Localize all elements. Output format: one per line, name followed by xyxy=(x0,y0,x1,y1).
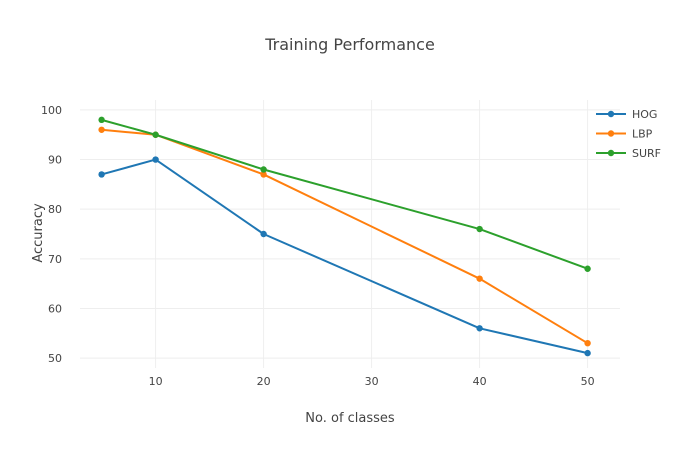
legend-label: HOG xyxy=(632,108,657,121)
data-point-hog[interactable] xyxy=(98,171,105,178)
legend-item-surf[interactable]: SURF xyxy=(596,147,661,160)
series-line-lbp xyxy=(101,128,589,345)
data-point-lbp[interactable] xyxy=(584,339,591,347)
data-point-surf[interactable] xyxy=(584,265,591,272)
data-point-hog[interactable] xyxy=(584,349,591,357)
series-surf xyxy=(98,116,591,272)
data-point-surf[interactable] xyxy=(98,116,105,124)
y-tick-label: 80 xyxy=(48,203,62,216)
data-point-hog[interactable] xyxy=(152,156,159,163)
series-layer xyxy=(98,116,591,357)
data-point-surf[interactable] xyxy=(260,166,267,173)
y-axis-title: Accuracy xyxy=(31,203,46,263)
x-tick-label: 30 xyxy=(365,375,379,388)
chart-title: Training Performance xyxy=(264,35,435,54)
legend-label: LBP xyxy=(632,128,653,141)
y-tick-label: 50 xyxy=(48,352,62,365)
y-tick-label: 100 xyxy=(41,104,62,117)
data-point-hog[interactable] xyxy=(260,230,267,238)
x-tick-label: 20 xyxy=(257,375,271,388)
data-point-surf[interactable] xyxy=(476,225,483,233)
y-tick-label: 90 xyxy=(48,154,62,167)
data-point-lbp[interactable] xyxy=(476,275,483,282)
y-tick-label: 70 xyxy=(48,253,62,266)
legend: HOG LBP SURF xyxy=(596,108,661,160)
legend-marker xyxy=(607,110,615,118)
x-tick-label: 40 xyxy=(473,375,487,388)
legend-item-hog[interactable]: HOG xyxy=(596,108,657,121)
data-point-lbp[interactable] xyxy=(260,171,267,178)
legend-label: SURF xyxy=(632,147,661,160)
x-tick-label: 10 xyxy=(149,375,163,388)
series-line-hog xyxy=(101,158,588,355)
y-tick-label: 60 xyxy=(48,302,62,315)
legend-item-lbp[interactable]: LBP xyxy=(596,128,653,141)
grid-layer xyxy=(80,100,620,368)
data-point-hog[interactable] xyxy=(476,325,483,332)
legend-marker xyxy=(607,130,615,137)
tick-labels-layer: 50 60 70 80 90 100 10 20 30 40 50 xyxy=(41,104,595,388)
data-point-surf[interactable] xyxy=(152,131,159,138)
data-point-lbp[interactable] xyxy=(98,126,105,133)
x-tick-label: 50 xyxy=(581,375,595,388)
series-hog xyxy=(98,156,591,357)
legend-marker xyxy=(607,149,615,157)
x-axis-title: No. of classes xyxy=(305,411,395,426)
